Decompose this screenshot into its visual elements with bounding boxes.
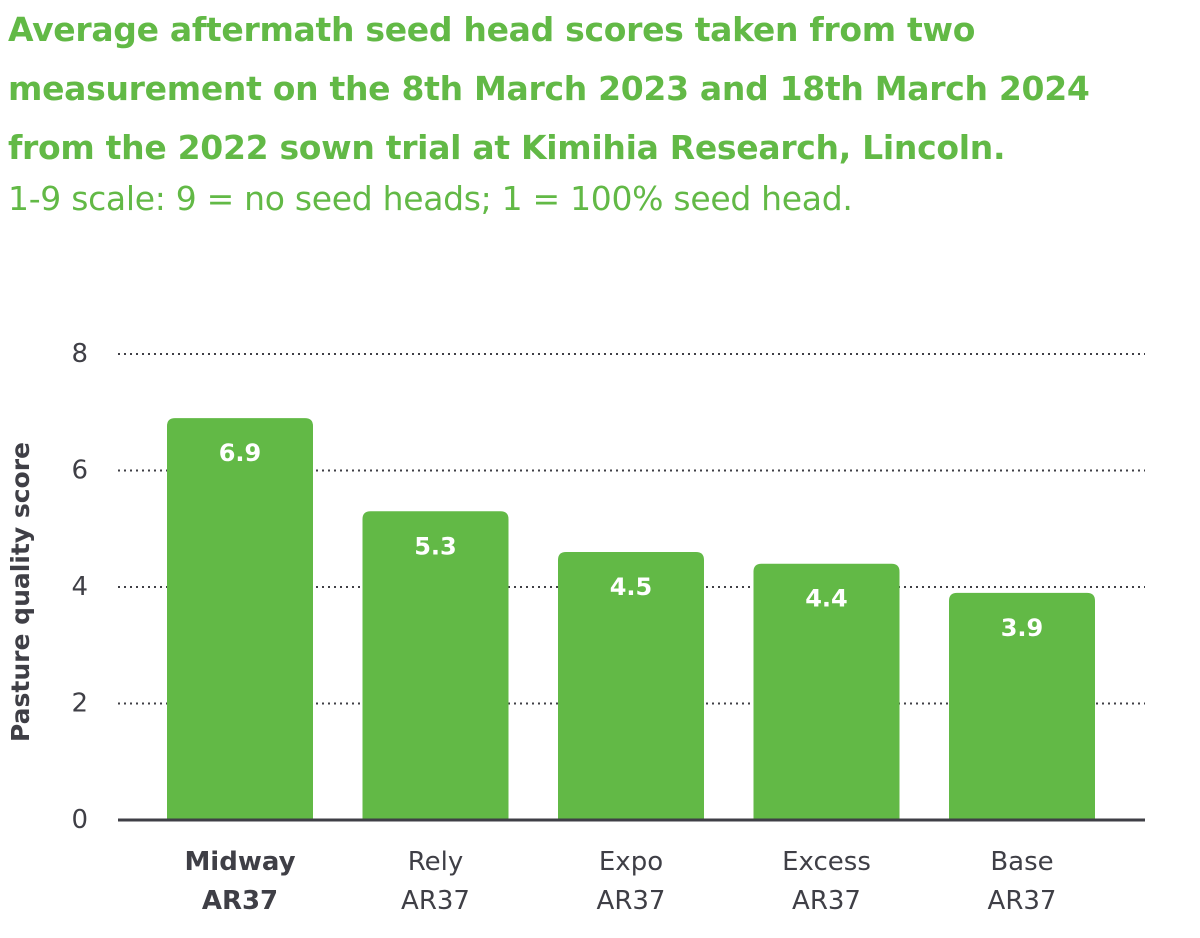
x-tick-label: Base bbox=[990, 847, 1053, 877]
x-tick-label: AR37 bbox=[401, 886, 470, 916]
bar bbox=[167, 418, 313, 820]
bar-value-label: 4.5 bbox=[610, 573, 653, 601]
bar-value-label: 6.9 bbox=[219, 439, 262, 467]
bar-value-label: 4.4 bbox=[805, 585, 848, 613]
y-tick-label: 4 bbox=[71, 572, 88, 602]
chart-header: Average aftermath seed head scores taken… bbox=[8, 0, 1193, 219]
y-tick-label: 0 bbox=[71, 805, 88, 835]
x-tick-label: Expo bbox=[599, 847, 663, 877]
x-tick-label: Midway bbox=[184, 847, 295, 877]
chart-title-line-2: measurement on the 8th March 2023 and 18… bbox=[8, 69, 1090, 108]
x-tick-label: Excess bbox=[782, 847, 871, 877]
x-tick-label: AR37 bbox=[988, 886, 1057, 916]
x-tick-label: AR37 bbox=[202, 886, 278, 916]
y-tick-label: 6 bbox=[71, 456, 88, 486]
chart-title-line-1: Average aftermath seed head scores taken… bbox=[8, 10, 976, 49]
x-tick-label: AR37 bbox=[597, 886, 666, 916]
bar-value-label: 5.3 bbox=[414, 532, 457, 560]
y-axis-label: Pasture quality score bbox=[6, 442, 35, 742]
bar bbox=[949, 592, 1095, 820]
y-tick-label: 2 bbox=[71, 689, 88, 719]
bar bbox=[558, 552, 704, 820]
x-tick-label: Rely bbox=[408, 847, 464, 877]
chart-title: Average aftermath seed head scores taken… bbox=[8, 0, 1193, 177]
bar bbox=[362, 511, 509, 820]
y-tick-label: 8 bbox=[71, 339, 88, 369]
x-tick-label: AR37 bbox=[792, 886, 861, 916]
bar-value-label: 3.9 bbox=[1001, 614, 1044, 642]
bar bbox=[753, 563, 900, 820]
chart-subtitle: 1-9 scale: 9 = no seed heads; 1 = 100% s… bbox=[8, 179, 853, 218]
chart-title-line-3: from the 2022 sown trial at Kimihia Rese… bbox=[8, 128, 1006, 167]
